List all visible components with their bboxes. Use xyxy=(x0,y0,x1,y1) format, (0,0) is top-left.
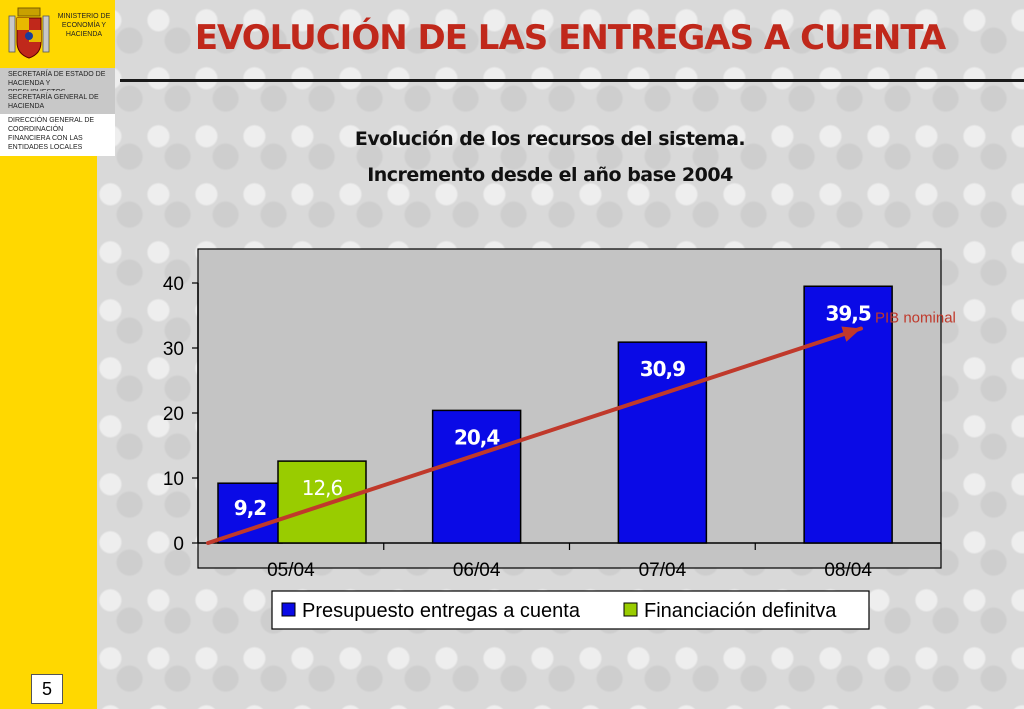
pib-trend-line xyxy=(206,326,863,545)
x-tick-label: 06/04 xyxy=(453,560,501,581)
chart-subtitle: Incremento desde el año base 2004 xyxy=(367,164,733,186)
bar-presupuesto xyxy=(217,482,283,544)
y-tick-label: 20 xyxy=(163,404,184,425)
org-direccion-general: DIRECCIÓN GENERAL DE COORDINACIÓN FINANC… xyxy=(0,114,115,156)
pib-arrowhead-icon xyxy=(841,326,861,342)
bar-presupuesto xyxy=(617,341,708,544)
data-label: 30,9 xyxy=(640,357,685,381)
legend-swatch-presupuesto xyxy=(281,602,296,617)
ministry-name: MINISTERIO DE ECONOMÍA Y HACIENDA xyxy=(54,12,114,39)
ministry-line: MINISTERIO DE xyxy=(57,13,111,20)
slide-title: EVOLUCIÓN DE LAS ENTREGAS A CUENTA xyxy=(194,18,946,58)
chart-title: Evolución de los recursos del sistema. xyxy=(354,128,746,150)
ministry-line: ECONOMÍA Y xyxy=(61,22,107,29)
legend-label: Financiación definitva xyxy=(644,600,837,622)
org-secretaria-general: SECRETARÍA GENERAL DE HACIENDA xyxy=(0,91,115,114)
legend-label: Presupuesto entregas a cuenta xyxy=(302,600,581,622)
bar-presupuesto xyxy=(431,409,522,544)
y-tick-label: 10 xyxy=(163,469,184,490)
x-tick-label: 05/04 xyxy=(267,560,315,581)
x-tick-label: 07/04 xyxy=(639,560,687,581)
data-label: 12,6 xyxy=(302,476,343,500)
data-label: 9,2 xyxy=(234,496,267,520)
pib-annotation-label: PIB nominal xyxy=(875,310,956,327)
legend-swatch-financiacion xyxy=(623,602,638,617)
page-number: 5 xyxy=(31,674,63,704)
y-tick-label: 30 xyxy=(163,339,184,360)
data-label: 39,5 xyxy=(825,301,870,325)
x-tick-label: 08/04 xyxy=(824,560,872,581)
ministry-logo-box: MINISTERIO DE ECONOMÍA Y HACIENDA xyxy=(0,0,115,68)
ministry-line: HACIENDA xyxy=(65,31,103,38)
y-tick-label: 0 xyxy=(173,534,184,555)
bar-financiacion xyxy=(277,460,367,544)
coat-of-arms-icon xyxy=(8,7,50,59)
sidebar-yellow-strip xyxy=(0,156,97,709)
legend-box xyxy=(271,590,870,630)
y-tick-label: 40 xyxy=(163,274,184,295)
title-divider xyxy=(120,79,1024,82)
data-label: 20,4 xyxy=(454,425,499,449)
